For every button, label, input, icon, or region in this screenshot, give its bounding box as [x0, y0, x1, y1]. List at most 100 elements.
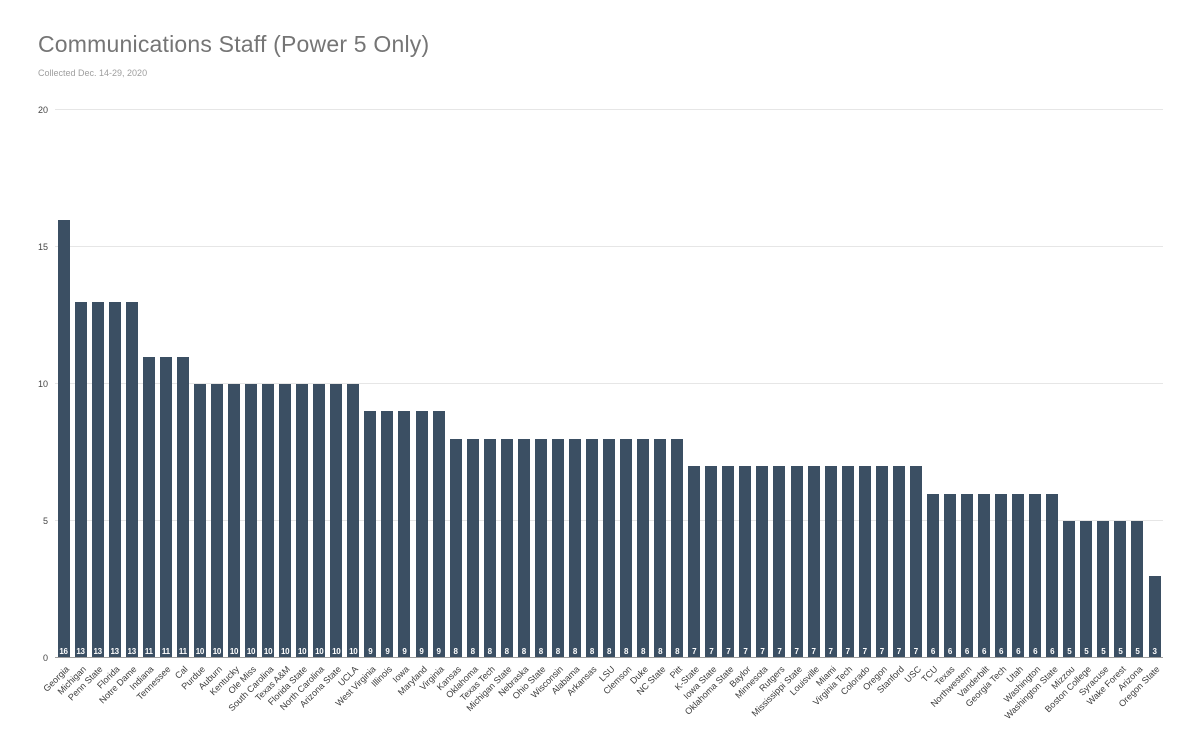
bar-value-label: 10: [280, 647, 290, 656]
bar-slot: 8 Wisconsin: [529, 110, 566, 700]
bar: 7: [807, 466, 820, 658]
bar: 9: [415, 411, 428, 658]
bar-value-label: 5: [1084, 647, 1089, 656]
bar: 13: [108, 301, 121, 658]
bar-slot: 8 Kansas: [434, 110, 464, 692]
bar: 10: [193, 384, 206, 658]
bar: 8: [449, 438, 462, 658]
bar-value-label: 8: [606, 647, 612, 656]
bar-value-label: 6: [999, 647, 1004, 656]
bar: 8: [568, 438, 581, 658]
bar-value-label: 7: [726, 647, 731, 656]
bar: 6: [978, 493, 991, 658]
bar-slot: 9 Maryland: [395, 110, 430, 697]
bar-slot: 16 Georgia: [41, 110, 72, 694]
bar-slot: 6 Georgia Tech: [963, 110, 1010, 709]
bar: 6: [995, 493, 1008, 658]
bar-value-label: 8: [641, 647, 646, 656]
bar: 7: [790, 466, 803, 658]
bar-slot: 7 K-State: [673, 110, 703, 692]
bar-value-label: 8: [470, 647, 475, 656]
bar-slot: 3 Oregon State: [1117, 110, 1163, 709]
bar: 16: [57, 219, 70, 658]
bar: 11: [159, 356, 172, 658]
bar: 10: [279, 384, 292, 658]
bar-value-label: 6: [1016, 647, 1021, 656]
bar-value-label: 13: [93, 647, 102, 656]
bar-value-label: 7: [811, 647, 816, 656]
bar-value-label: 8: [538, 647, 543, 656]
bar: 8: [654, 438, 667, 658]
bar: 10: [313, 384, 326, 658]
bar: 10: [210, 384, 223, 658]
bar-slot: 11 Indiana: [128, 110, 157, 692]
bar: 10: [245, 384, 258, 658]
bar: 8: [585, 438, 598, 658]
bar-slot: 8 Texas Tech: [458, 110, 498, 703]
bar-slot: 6 Washington State: [1002, 110, 1061, 721]
bar-slot: 7 Oklahoma State: [683, 110, 737, 717]
x-axis-category-label: USC: [902, 664, 923, 685]
bar-value-label: 7: [743, 647, 748, 656]
bar: 10: [227, 384, 240, 658]
bar-value-label: 7: [692, 647, 697, 656]
bar: 7: [858, 466, 871, 658]
bar-slot: 7 Rutgers: [757, 110, 788, 693]
bar-value-label: 6: [981, 647, 987, 656]
bar-value-label: 10: [246, 647, 256, 656]
bar-value-label: 11: [178, 647, 187, 656]
bar-slot: 7 Baylor: [727, 110, 754, 689]
bar-value-label: 6: [930, 647, 935, 656]
bar-slot: 8 Ohio State: [511, 110, 549, 701]
bar: 8: [500, 438, 513, 658]
bar-slot: 8 Nebraska: [497, 110, 532, 698]
bar-value-label: 7: [777, 647, 782, 656]
bar-value-label: 10: [212, 647, 222, 656]
bar-value-label: 9: [419, 647, 424, 656]
bar-slot: 13 Penn State: [66, 110, 106, 703]
bar-slot: 6 Utah: [1005, 110, 1027, 685]
bar: 7: [688, 466, 701, 658]
bar-value-label: 7: [828, 647, 833, 656]
bar: 8: [671, 438, 684, 658]
bar-slot: 10 Kentucky: [208, 110, 242, 697]
bar: 6: [926, 493, 939, 658]
bar-value-label: 6: [1050, 647, 1055, 656]
x-axis-baseline: [55, 657, 1163, 658]
bar-value-label: 8: [572, 647, 577, 656]
bar-slot: 8 Clemson: [601, 110, 635, 696]
bar-value-label: 13: [76, 647, 85, 656]
bar-value-label: 3: [1152, 647, 1157, 656]
bar: 7: [841, 466, 854, 658]
bar-value-label: 7: [845, 647, 850, 656]
bar: 8: [534, 438, 547, 658]
bar-slot: 6 Washington: [1002, 110, 1044, 704]
bar-value-label: 10: [315, 647, 324, 656]
bar: 8: [603, 438, 616, 658]
bar-value-label: 8: [555, 647, 560, 656]
bar-slot: 7 Iowa State: [681, 110, 720, 701]
bar: 7: [892, 466, 905, 658]
bar-slot: 10 Texas A&M: [253, 110, 294, 703]
bar: 7: [875, 466, 888, 658]
bar-value-label: 6: [964, 647, 970, 656]
y-axis-tick-label: 10: [37, 379, 48, 389]
bar: 10: [330, 384, 343, 658]
bar-slot: 10 Arizona State: [298, 110, 345, 709]
bar-slot: 9 Iowa: [391, 110, 413, 685]
gridline: [55, 246, 1163, 247]
bar: 7: [722, 466, 735, 658]
bar: 8: [483, 438, 496, 658]
bar: 13: [74, 301, 87, 658]
bar-value-label: 9: [402, 647, 407, 656]
bar-value-label: 5: [1135, 647, 1140, 656]
bar-slot: 5 Wake Forest: [1085, 110, 1129, 707]
bar-slot: 8 Oklahoma: [444, 110, 481, 700]
bar: 13: [91, 301, 104, 658]
bar-value-label: 5: [1101, 647, 1106, 656]
bar-value-label: 13: [110, 647, 120, 656]
bar-value-label: 8: [623, 647, 629, 656]
bar-slot: 7 Louisville: [787, 110, 822, 697]
bar: 5: [1097, 521, 1110, 658]
bar-value-label: 10: [195, 647, 205, 656]
